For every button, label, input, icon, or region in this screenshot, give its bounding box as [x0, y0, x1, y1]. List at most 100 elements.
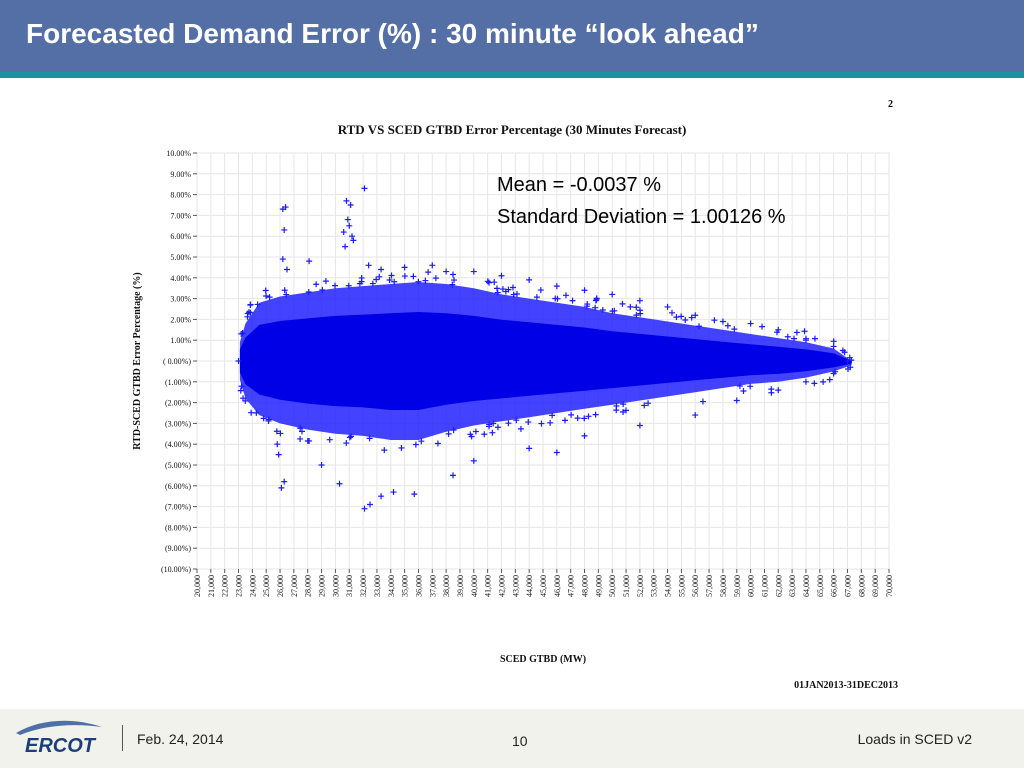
x-tick-label: 38,000 [442, 575, 451, 597]
scatter-point [281, 478, 288, 485]
y-tick-label: 9.00% [170, 170, 191, 179]
scatter-cloud [239, 282, 852, 440]
scatter-point [278, 484, 285, 491]
scatter-edge-point [265, 416, 272, 423]
scatter-edge-point [388, 272, 395, 279]
scatter-point [775, 387, 782, 394]
scatter-point [274, 441, 281, 448]
y-tick-label: 7.00% [170, 211, 191, 220]
scatter-edge-point [645, 400, 652, 407]
scatter-edge-point [244, 310, 251, 317]
scatter-point [553, 449, 560, 456]
scatter-point [830, 343, 837, 350]
x-tick-label: 24,000 [248, 575, 257, 597]
x-tick-label: 46,000 [553, 575, 562, 597]
scatter-edge-point [326, 436, 333, 443]
x-tick-label: 28,000 [304, 575, 313, 597]
scatter-edge-point [633, 312, 640, 319]
scatter-edge-point [549, 412, 556, 419]
scatter-point [719, 318, 726, 325]
scatter-edge-point [731, 326, 738, 333]
x-tick-label: 44,000 [525, 575, 534, 597]
scatter-edge-point [467, 431, 474, 438]
y-tick-label: (5.00%) [165, 461, 191, 470]
scatter-edge-point [801, 328, 808, 335]
scatter-edge-point [826, 376, 833, 383]
scatter-edge-point [784, 333, 791, 340]
scatter-edge-point [425, 269, 432, 276]
scatter-edge-point [373, 276, 380, 283]
x-tick-label: 52,000 [636, 575, 645, 597]
scatter-point [581, 287, 588, 294]
scatter-point [664, 303, 671, 310]
x-tick-label: 69,000 [871, 575, 880, 597]
scatter-cloud-core [239, 312, 852, 410]
scatter-point [636, 297, 643, 304]
scatter-point [526, 445, 533, 452]
scatter-edge-point [791, 335, 798, 342]
scatter-edge-point [848, 357, 855, 364]
scatter-edge-point [593, 296, 600, 303]
scatter-point [378, 266, 385, 273]
scatter-point [235, 358, 242, 364]
scatter-point [844, 358, 851, 364]
scatter-edge-point [273, 428, 280, 435]
scatter-edge-point [513, 417, 520, 424]
scatter-edge-point [297, 425, 304, 432]
scatter-edge-point [376, 273, 383, 280]
scatter-chart: 10.00% 9.00% 8.00% 7.00% 6.00% 5.00% 4.00% 3.00… [132, 99, 898, 691]
x-axis-label: SCED GTBD (MW) [500, 654, 586, 665]
x-tick-label: 68,000 [857, 575, 866, 597]
scatter-edge-point [369, 280, 376, 287]
scatter-edge-point [711, 317, 718, 324]
x-tick-label: 63,000 [788, 575, 797, 597]
scatter-point [733, 397, 740, 404]
scatter-edge-point [502, 288, 509, 295]
y-tick-label: (7.00%) [165, 503, 191, 512]
scatter-edge-point [581, 415, 588, 422]
scatter-edge-point [247, 302, 254, 309]
y-tick-label: 1.00% [170, 336, 191, 345]
x-tick-label: 49,000 [594, 575, 603, 597]
scatter-edge-point [678, 313, 685, 320]
scatter-point [361, 505, 368, 512]
scatter-edge-point [386, 277, 393, 284]
scatter-edge-point [262, 287, 269, 294]
ercot-logo: ERCOT [16, 720, 102, 757]
scatter-edge-point [627, 303, 634, 310]
scatter-edge-point [740, 387, 747, 394]
scatter-edge-point [305, 288, 312, 295]
scatter-edge-point [830, 338, 837, 345]
scatter-point [349, 233, 356, 240]
scatter-edge-point [494, 285, 501, 292]
scatter-point [609, 291, 616, 298]
y-tick-label: (9.00%) [165, 544, 191, 553]
scatter-point [347, 202, 354, 208]
y-tick-label: (10.00%) [161, 565, 191, 574]
scatter-point [346, 222, 353, 229]
scatter-edge-point [263, 292, 270, 299]
x-tick-label: 48,000 [581, 575, 590, 597]
scatter-point [802, 337, 809, 344]
x-tick-label: 42,000 [497, 575, 506, 597]
scatter-point [367, 501, 373, 508]
scatter-edge-point [245, 309, 252, 316]
y-tick-label: 2.00% [170, 315, 191, 324]
scatter-point [692, 412, 699, 419]
scatter-edge-point [277, 430, 284, 437]
scatter-point [470, 457, 477, 464]
x-tick-labels: 20,000 21,000 22,000 23,000 24,000 25,000 26,0… [193, 569, 894, 597]
scatter-point [342, 243, 349, 250]
y-tick-label: (8.00%) [165, 523, 191, 532]
y-tick-label: 3.00% [170, 295, 191, 304]
x-tick-label: 25,000 [262, 575, 271, 597]
scatter-edge-point [759, 323, 766, 330]
scatter-edge-point [538, 420, 545, 427]
scatter-edge-point [562, 292, 569, 299]
scatter-point [692, 312, 699, 319]
slide-footer: ERCOT Feb. 24, 2014 10 Loads in SCED v2 [0, 709, 1024, 768]
x-tick-label: 37,000 [428, 575, 437, 597]
scatter-point [553, 283, 560, 290]
scatter-edge-point [484, 278, 491, 285]
y-tick-label: (3.00%) [165, 419, 191, 428]
